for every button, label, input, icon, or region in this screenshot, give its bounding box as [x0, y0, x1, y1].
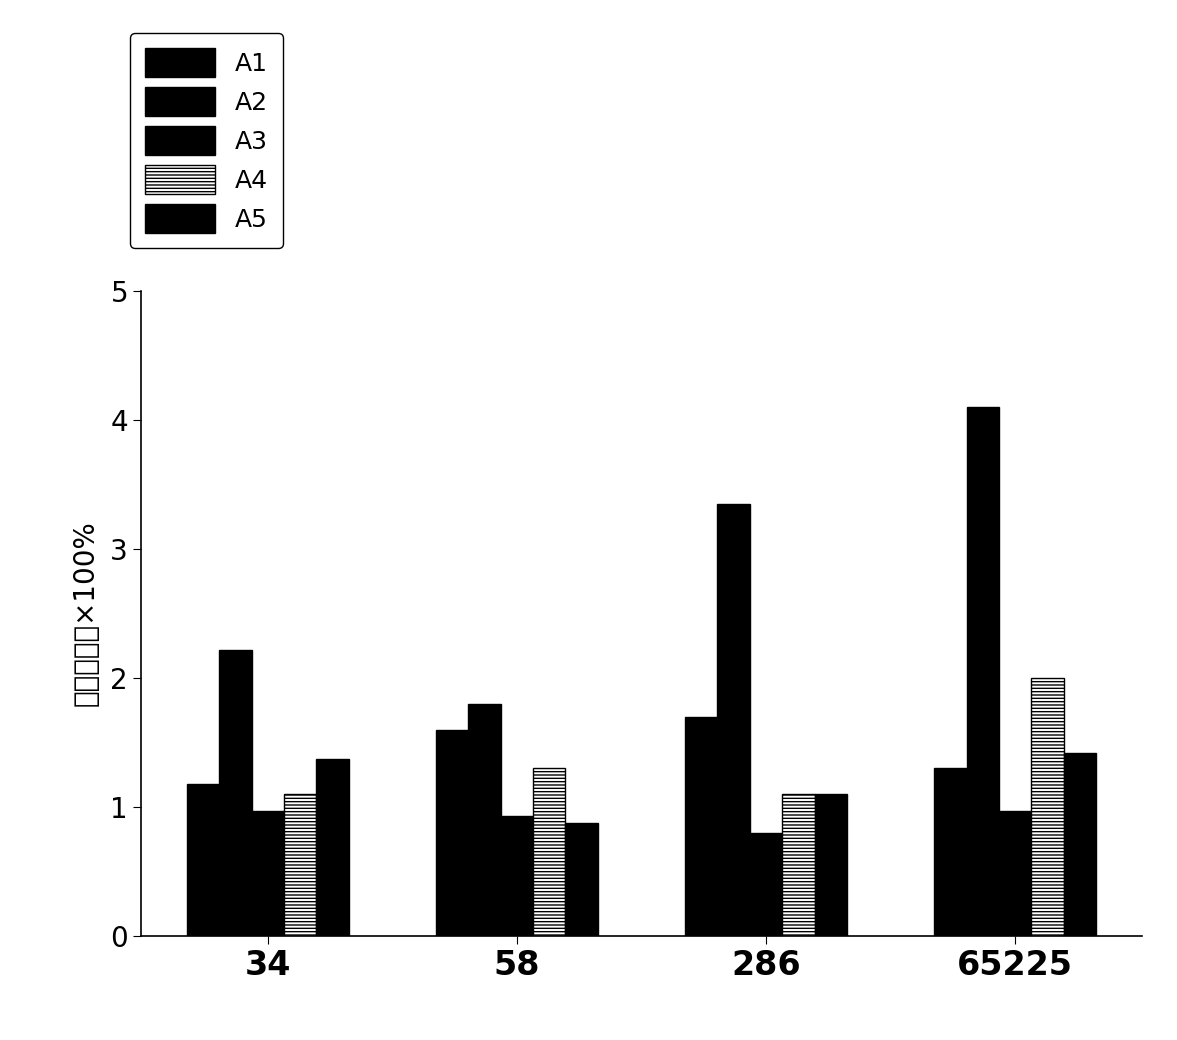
Bar — [435, 730, 468, 936]
Bar — [718, 504, 750, 936]
Bar — [935, 769, 966, 936]
Bar — [966, 408, 999, 936]
Bar — [1064, 753, 1096, 936]
Bar — [999, 811, 1031, 936]
Bar — [533, 769, 565, 936]
Bar — [219, 650, 252, 936]
Bar — [783, 795, 814, 936]
Bar — [685, 717, 718, 936]
Bar — [1031, 678, 1064, 936]
Bar — [468, 704, 500, 936]
Bar — [750, 833, 783, 936]
Y-axis label: 芝团分化率×100%: 芝团分化率×100% — [71, 521, 99, 706]
Bar — [317, 759, 348, 936]
Bar — [284, 795, 317, 936]
Legend: A1, A2, A3, A4, A5: A1, A2, A3, A4, A5 — [131, 33, 284, 248]
Bar — [252, 811, 284, 936]
Bar — [814, 795, 847, 936]
Bar — [187, 784, 219, 936]
Bar — [565, 823, 598, 936]
Bar — [500, 816, 533, 936]
